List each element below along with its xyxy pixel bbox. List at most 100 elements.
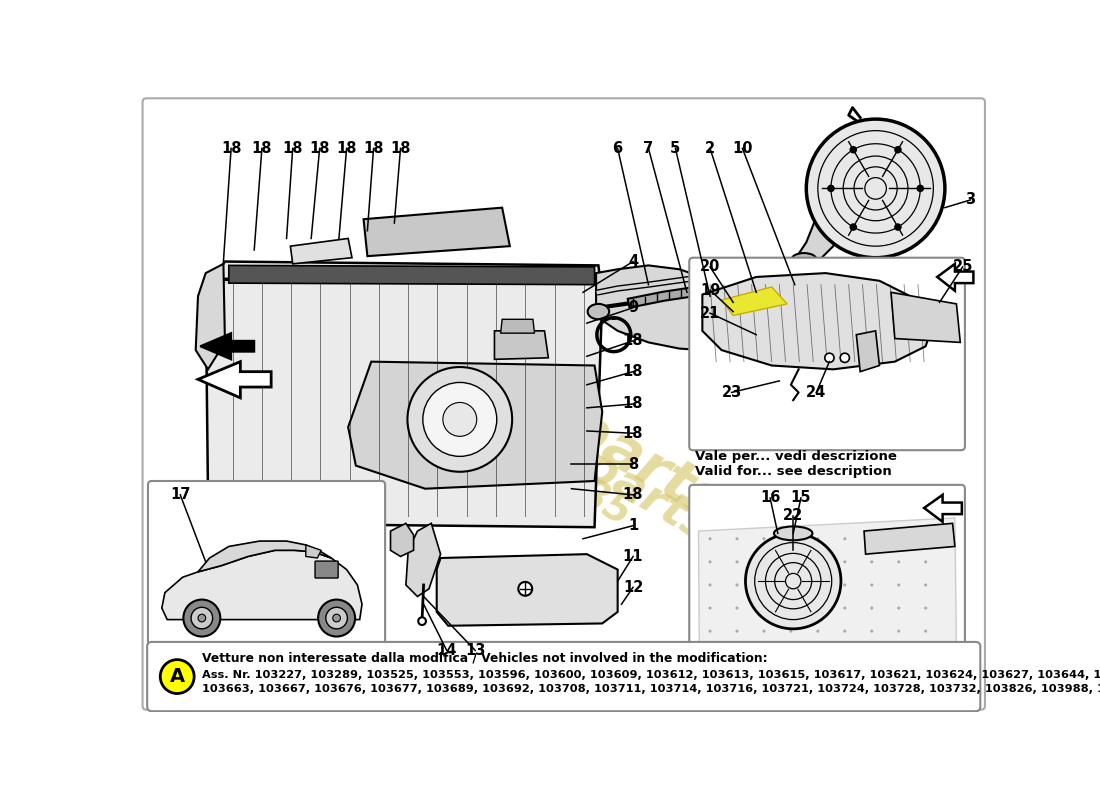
Circle shape [443, 402, 476, 436]
Text: europeanparts: europeanparts [286, 242, 734, 534]
FancyBboxPatch shape [147, 481, 385, 654]
Polygon shape [406, 523, 440, 597]
Circle shape [898, 583, 900, 586]
Circle shape [828, 186, 834, 191]
Text: 1: 1 [628, 518, 638, 533]
Circle shape [790, 630, 792, 633]
Circle shape [870, 583, 873, 586]
Polygon shape [865, 523, 955, 554]
Circle shape [736, 630, 738, 633]
Circle shape [898, 630, 900, 633]
Text: 16: 16 [760, 490, 780, 506]
Text: 22: 22 [783, 508, 803, 523]
Circle shape [736, 560, 738, 563]
Polygon shape [495, 331, 548, 359]
Text: 5: 5 [670, 141, 681, 156]
Circle shape [161, 660, 195, 694]
Circle shape [407, 367, 513, 472]
Text: 103663, 103667, 103676, 103677, 103689, 103692, 103708, 103711, 103714, 103716, : 103663, 103667, 103676, 103677, 103689, … [202, 684, 1100, 694]
Text: passionforparts: passionforparts [332, 302, 718, 552]
Circle shape [844, 560, 846, 563]
Text: 18: 18 [283, 141, 302, 156]
Text: 12: 12 [623, 580, 643, 594]
Circle shape [870, 630, 873, 633]
Text: 15: 15 [791, 490, 811, 506]
Circle shape [895, 224, 901, 230]
Text: 18: 18 [623, 397, 643, 411]
Circle shape [924, 583, 927, 586]
Circle shape [825, 353, 834, 362]
Circle shape [870, 606, 873, 610]
Circle shape [762, 606, 766, 610]
Circle shape [708, 630, 712, 633]
Circle shape [844, 538, 846, 540]
Circle shape [806, 119, 945, 258]
Circle shape [850, 146, 856, 153]
Circle shape [917, 186, 923, 191]
Text: 18: 18 [623, 487, 643, 502]
Polygon shape [390, 523, 414, 557]
Text: 18: 18 [363, 141, 384, 156]
Polygon shape [698, 518, 957, 646]
Circle shape [191, 607, 212, 629]
Circle shape [816, 560, 820, 563]
Circle shape [790, 583, 792, 586]
Circle shape [332, 614, 341, 622]
Polygon shape [856, 331, 880, 372]
Text: 21: 21 [700, 306, 720, 321]
Polygon shape [596, 266, 733, 350]
Circle shape [844, 630, 846, 633]
Polygon shape [198, 362, 271, 398]
FancyBboxPatch shape [690, 485, 965, 654]
Text: Ass. Nr. 103227, 103289, 103525, 103553, 103596, 103600, 103609, 103612, 103613,: Ass. Nr. 103227, 103289, 103525, 103553,… [202, 670, 1100, 680]
Circle shape [898, 560, 900, 563]
Text: 14: 14 [437, 643, 456, 658]
Ellipse shape [774, 526, 813, 540]
Circle shape [184, 599, 220, 637]
Circle shape [844, 583, 846, 586]
Text: 18: 18 [309, 141, 330, 156]
Circle shape [418, 618, 426, 625]
Polygon shape [348, 362, 603, 489]
Circle shape [762, 630, 766, 633]
Polygon shape [937, 264, 974, 291]
Text: 10: 10 [733, 141, 752, 156]
Circle shape [816, 538, 820, 540]
Polygon shape [196, 264, 224, 370]
Text: 19: 19 [700, 282, 720, 298]
FancyBboxPatch shape [315, 561, 338, 578]
Circle shape [898, 538, 900, 540]
FancyBboxPatch shape [147, 642, 980, 711]
Circle shape [844, 606, 846, 610]
Circle shape [422, 382, 497, 456]
Text: 8: 8 [628, 457, 638, 471]
Circle shape [924, 606, 927, 610]
FancyBboxPatch shape [143, 98, 984, 710]
Text: 4: 4 [628, 254, 638, 269]
Ellipse shape [792, 253, 816, 266]
Polygon shape [290, 238, 352, 264]
Text: 23: 23 [722, 385, 741, 400]
Polygon shape [924, 495, 961, 522]
Text: 18: 18 [252, 141, 272, 156]
Polygon shape [722, 287, 788, 315]
Text: Vale per... vedi descrizione: Vale per... vedi descrizione [695, 450, 896, 463]
Text: 24: 24 [806, 385, 826, 400]
Text: 25: 25 [953, 259, 972, 274]
Circle shape [708, 606, 712, 610]
Text: Vetture non interessate dalla modifica / Vehicles not involved in the modificati: Vetture non interessate dalla modifica /… [202, 651, 768, 665]
Circle shape [790, 560, 792, 563]
Text: 18: 18 [221, 141, 241, 156]
Polygon shape [363, 208, 510, 256]
Circle shape [198, 614, 206, 622]
Circle shape [762, 538, 766, 540]
Text: 13: 13 [465, 643, 485, 658]
Circle shape [898, 606, 900, 610]
Circle shape [736, 606, 738, 610]
Text: since1985: since1985 [428, 390, 638, 534]
Ellipse shape [587, 304, 609, 319]
Polygon shape [206, 262, 603, 527]
Text: 18: 18 [390, 141, 410, 156]
Circle shape [762, 560, 766, 563]
Polygon shape [799, 164, 856, 262]
